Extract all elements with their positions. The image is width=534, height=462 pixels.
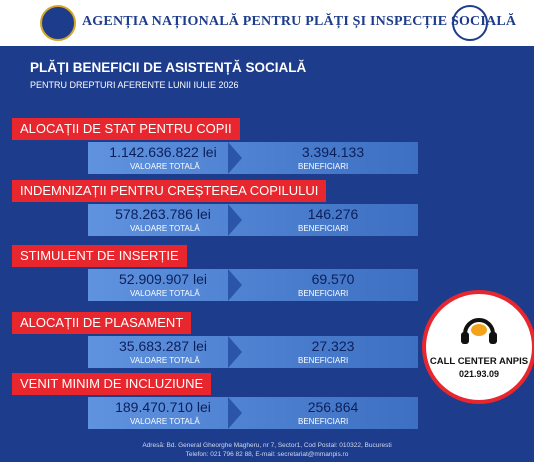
call-center: CALL CENTER ANPIS 021.93.09 <box>422 290 534 404</box>
beneficiaries: 256.864 <box>307 399 359 415</box>
chevron <box>228 336 242 368</box>
amount: 35.683.287 lei <box>119 338 207 354</box>
section-title: VENIT MINIM DE INCLUZIUNE <box>12 373 212 395</box>
footer-address: Adresă: Bd. General Gheorghe Magheru, nr… <box>142 442 392 449</box>
chevron <box>228 142 242 174</box>
beneficiaries: 27.323 <box>311 338 355 354</box>
gov-logo <box>40 5 76 41</box>
header: AGENȚIA NAȚIONALĂ PENTRU PLĂȚI ȘI INSPEC… <box>0 0 534 46</box>
section-title: ALOCAȚII DE PLASAMENT <box>12 312 192 334</box>
anpis-logo <box>452 5 488 41</box>
section-title: ALOCAȚII DE STAT PENTRU COPII <box>12 118 240 140</box>
amount-label: VALOARE TOTALĂ <box>130 224 200 233</box>
beneficiaries-label: BENEFICIARI <box>298 224 349 233</box>
headset-icon <box>461 318 497 344</box>
amount-label: VALOARE TOTALĂ <box>130 162 200 171</box>
section-bar: 52.909.907 lei VALOARE TOTALĂ 69.570 BENEFI… <box>88 269 418 301</box>
amount-label: VALOARE TOTALĂ <box>130 356 200 365</box>
chevron <box>228 269 242 301</box>
beneficiaries-label: BENEFICIARI <box>298 289 349 298</box>
amount: 578.263.786 lei <box>115 206 211 222</box>
beneficiaries: 69.570 <box>311 271 355 287</box>
section-bar: 189.470.710 lei VALOARE TOTALĂ 256.864 BENE… <box>88 397 418 429</box>
chevron <box>228 397 242 429</box>
footer-contact: Telefon: 021 796 82 88, E-mail: secretar… <box>185 451 349 458</box>
beneficiaries: 146.276 <box>307 206 359 222</box>
amount: 189.470.710 lei <box>115 399 211 415</box>
section-title: INDEMNIZAȚII PENTRU CREȘTEREA COPILULUI <box>12 180 327 202</box>
chevron <box>228 204 242 236</box>
section-bar: 578.263.786 lei VALOARE TOTALĂ 146.276 BENE… <box>88 204 418 236</box>
subtitle: PENTRU DREPTURI AFERENTE LUNII IULIE 202… <box>30 80 239 90</box>
beneficiaries: 3.394.133 <box>301 144 365 160</box>
call-center-phone: 021.93.09 <box>458 369 500 379</box>
call-center-title: CALL CENTER ANPIS <box>429 356 529 367</box>
beneficiaries-label: BENEFICIARI <box>298 162 349 171</box>
beneficiaries-label: BENEFICIARI <box>298 356 349 365</box>
agency-name: AGENȚIA NAȚIONALĂ PENTRU PLĂȚI ȘI INSPEC… <box>82 14 517 29</box>
amount: 52.909.907 lei <box>119 271 207 287</box>
amount: 1.142.636.822 lei <box>109 144 217 160</box>
beneficiaries-label: BENEFICIARI <box>298 417 349 426</box>
amount-label: VALOARE TOTALĂ <box>130 289 200 298</box>
amount-label: VALOARE TOTALĂ <box>130 417 200 426</box>
title: PLĂȚI BENEFICII DE ASISTENȚĂ SOCIALĂ <box>30 60 307 75</box>
section-bar: 1.142.636.822 lei VALOARE TOTALĂ 3.394.133… <box>88 142 418 174</box>
section-title: STIMULENT DE INSERȚIE <box>12 245 187 267</box>
section-bar: 35.683.287 lei VALOARE TOTALĂ 27.323 BENEFI… <box>88 336 418 368</box>
